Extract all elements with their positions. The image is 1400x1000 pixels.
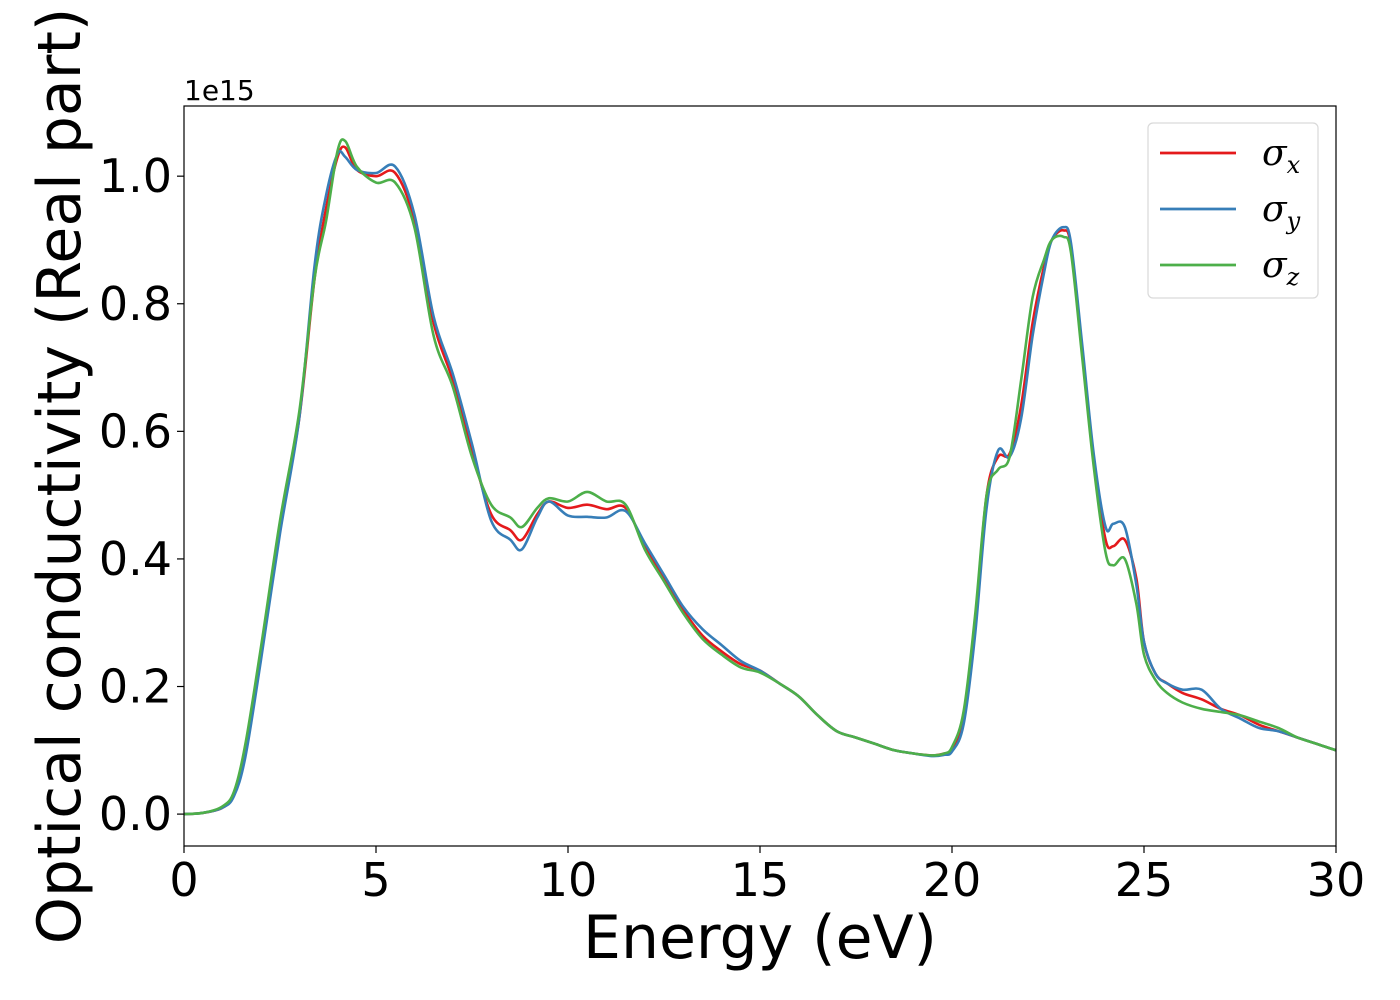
x-tick-label: 0 bbox=[169, 853, 198, 907]
legend-label-x: σx bbox=[1262, 133, 1301, 179]
legend-subscript: y bbox=[1286, 207, 1301, 235]
legend-box bbox=[1147, 122, 1319, 299]
y-axis-ticks: 0.0 0.2 0.4 0.6 0.8 1.0 bbox=[99, 149, 184, 841]
plot-series bbox=[183, 138, 1337, 816]
legend-label-z: σz bbox=[1262, 245, 1300, 291]
legend-symbol: σ bbox=[1262, 245, 1288, 286]
x-tick-label: 15 bbox=[731, 853, 790, 907]
y-tick-label: 0.8 bbox=[99, 277, 172, 331]
legend-subscript: z bbox=[1286, 263, 1300, 291]
y-tick-label: 0.4 bbox=[99, 532, 172, 586]
x-tick-label: 5 bbox=[361, 853, 390, 907]
x-axis-label: Energy (eV) bbox=[583, 903, 937, 973]
y-axis-offset-text: 1e15 bbox=[184, 74, 255, 107]
x-tick-label: 20 bbox=[923, 853, 982, 907]
x-tick-label: 30 bbox=[1307, 853, 1366, 907]
y-tick-label: 0.0 bbox=[99, 787, 172, 841]
legend-symbol: σ bbox=[1262, 133, 1288, 174]
y-tick-label: 1.0 bbox=[99, 149, 172, 203]
y-tick-label: 0.6 bbox=[99, 404, 172, 458]
y-tick-label: 0.2 bbox=[99, 660, 172, 714]
x-axis-ticks: 0 5 10 15 20 25 30 bbox=[169, 846, 1365, 907]
legend-symbol: σ bbox=[1262, 189, 1288, 230]
y-axis-label: Optical conductivity (Real part) bbox=[25, 8, 95, 945]
series-line-z bbox=[183, 138, 1337, 816]
legend-label-y: σy bbox=[1262, 189, 1301, 235]
legend-subscript: x bbox=[1287, 151, 1301, 179]
x-tick-label: 25 bbox=[1115, 853, 1174, 907]
x-tick-label: 10 bbox=[539, 853, 598, 907]
